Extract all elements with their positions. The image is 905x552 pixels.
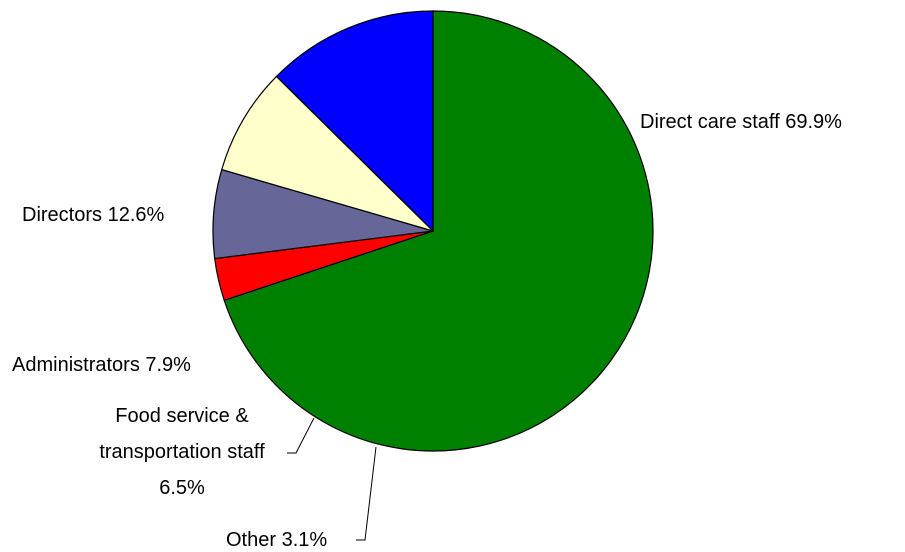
leader-line-food-service: [287, 417, 315, 454]
label-direct-care-staff: Direct care staff 69.9%: [640, 111, 842, 133]
label-administrators: Administrators 7.9%: [12, 354, 191, 376]
label-food-service-line1: Food service &: [115, 405, 249, 427]
label-food-service-line3: 6.5%: [159, 477, 205, 499]
leader-line-other: [356, 446, 377, 541]
pie-slice-directors: [275, 10, 434, 233]
slice-labels: Direct care staff 69.9% Directors 12.6% …: [12, 111, 842, 551]
label-food-service-line2: transportation staff: [99, 441, 265, 463]
pie-slice-administrators: [220, 75, 434, 232]
label-directors: Directors 12.6%: [22, 204, 164, 226]
leader-lines: [287, 417, 377, 541]
pie-slices: [212, 10, 654, 452]
pie-slice-direct-care-staff: [223, 10, 654, 452]
label-other: Other 3.1%: [226, 529, 327, 551]
